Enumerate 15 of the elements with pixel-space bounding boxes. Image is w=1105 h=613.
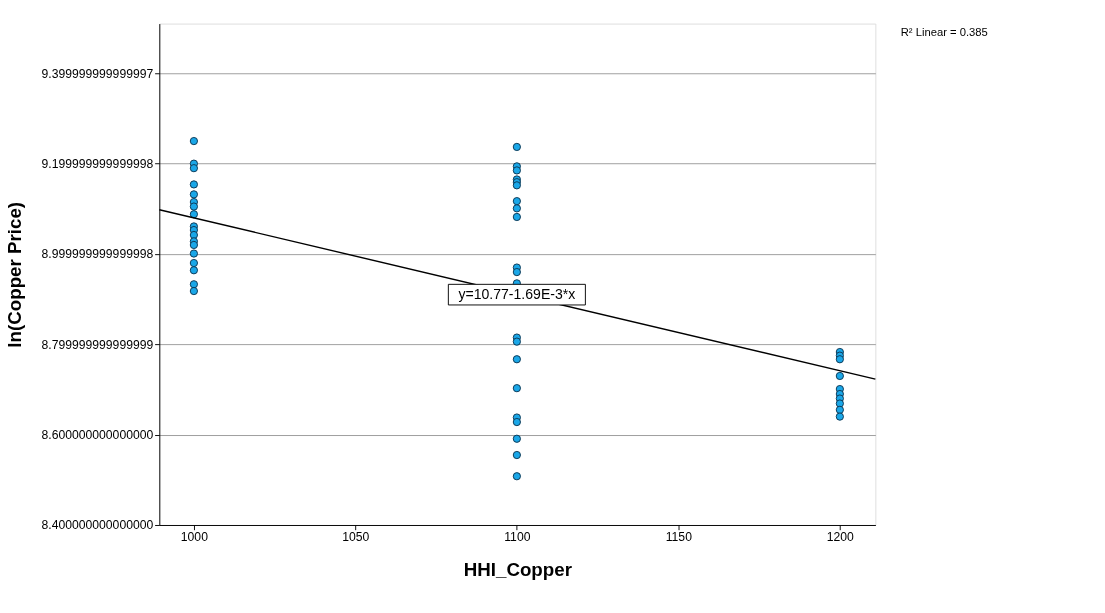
- y-tick-label: 9.399999999999997: [41, 66, 154, 81]
- y-tick-label: 8.999999999999998: [41, 247, 154, 262]
- annotation: y=10.77-1.69E-3*x: [458, 286, 576, 303]
- x-axis-title: HHI_Copper: [463, 559, 572, 581]
- x-tick-label: 1100: [504, 530, 531, 545]
- x-tick-label: 1200: [826, 530, 855, 545]
- y-tick-label: 8.799999999999999: [41, 337, 154, 352]
- y-axis-title: ln(Copper Price): [3, 201, 25, 348]
- x-tick-label: 1000: [180, 530, 209, 545]
- x-tick-label: 1150: [665, 530, 693, 545]
- y-tick-label: 8.400000000000000: [41, 518, 154, 533]
- x-tick-label: 1050: [342, 530, 370, 545]
- y-tick-label: 8.600000000000000: [41, 427, 154, 442]
- y-tick-label: 9.199999999999998: [41, 156, 154, 171]
- text: R² Linear = 0.385: [900, 25, 988, 38]
